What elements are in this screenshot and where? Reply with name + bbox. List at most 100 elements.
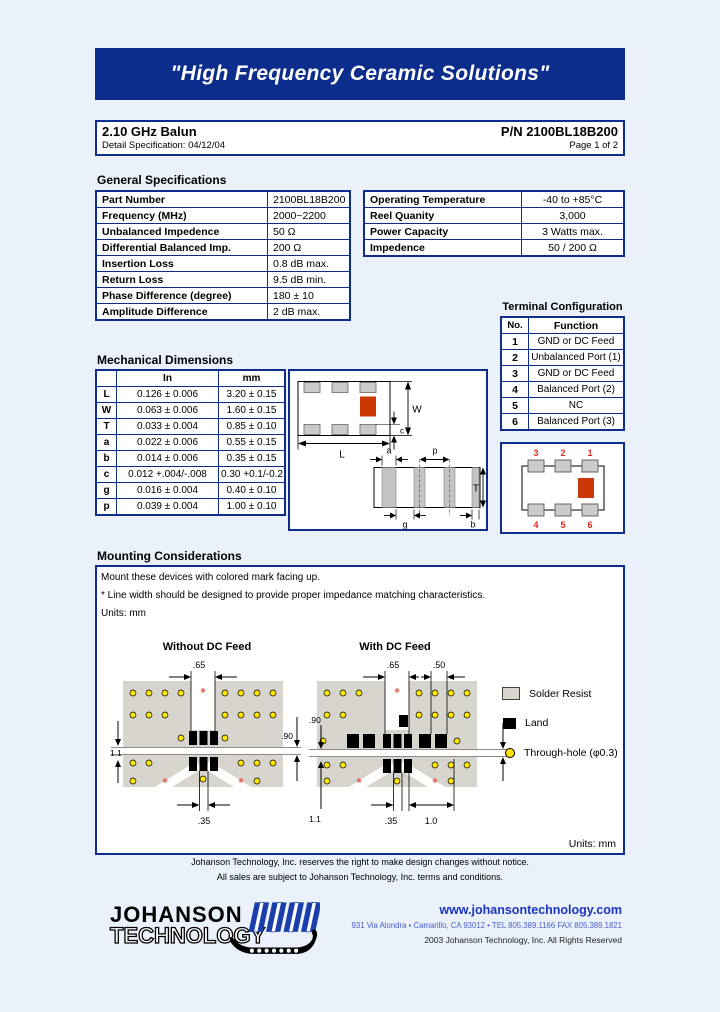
table-row: Differential Balanced Imp. 200 Ω [95,239,351,256]
through-holes [129,689,277,785]
table-row: 5 NC [500,397,625,414]
viking-ship-logo-icon [229,902,320,954]
copyright-notice: 2003 Johanson Technology, Inc. All Right… [424,935,622,945]
table-row: 4 Balanced Port (2) [500,381,625,398]
land-pads [189,731,218,771]
legend-land: Land [503,717,548,729]
table-row: L 0.126 ± 0.006 3.20 ± 0.15 [95,386,286,403]
polarity-mark [578,478,594,498]
without-dc-feed-diagram: * * * .65 .90 1.1 [110,660,301,826]
terminal-pad [303,382,321,393]
dim-with-bottom-left: .35 [385,816,398,826]
terminal-pad [331,424,349,435]
table-row: 3 GND or DC Feed [500,365,625,382]
detail-spec-date: Detail Specification: 04/12/04 [102,140,226,151]
slogan-banner: "High Frequency Ceramic Solutions" [95,48,625,100]
title-box: 2.10 GHz Balun P/N 2100BL18B200 Detail S… [95,120,625,156]
svg-text:*: * [394,685,400,700]
svg-text:*: * [162,775,168,790]
land-pads [347,715,447,773]
dim-label-c: c [400,427,404,436]
dim-label-L: L [339,450,345,461]
pin-number: 6 [587,520,592,530]
units-note: Units: mm [568,838,616,850]
mechanical-dimensions-table: In mm L 0.126 ± 0.006 3.20 ± 0.15 W 0.063 ± … [95,369,286,516]
table-row: W 0.063 ± 0.006 1.60 ± 0.15 [95,402,286,419]
table-row: Reel Quanity 3,000 [363,207,625,224]
table-row: Part Number 2100BL18B200 [95,190,351,208]
table-row: Frequency (MHz) 2000~2200 [95,207,351,224]
pin-number: 3 [533,448,538,458]
logo-text-johanson: JOHANSON [110,902,243,927]
terminal-pad [554,503,572,517]
table-row: Operating Temperature -40 to +85°C [363,190,625,208]
product-title: 2.10 GHz Balun [102,124,197,139]
svg-text:*: * [238,775,244,790]
table-row: Amplitude Difference 2 dB max. [95,303,351,321]
mechanical-diagram: W c L a [297,381,486,530]
pin-number: 2 [560,448,565,458]
dim-with-left: .90 [309,715,321,725]
legend-label: Solder Resist [529,687,592,700]
slogan-text: "High Frequency Ceramic Solutions" [170,62,550,85]
terminal-config-table: No. Function 1 GND or DC Feed 2 Unbalanced … [500,316,625,431]
mounting-note-1: Mount these devices with colored mark fa… [101,572,320,583]
mark-asterisks: * * * [356,685,438,790]
legend-through-hole: Through-hole (φ0.3) [505,747,618,759]
dim-label-g: g [402,520,407,530]
legend-solder-resist: Solder Resist [502,687,591,700]
polarity-mark [360,396,376,417]
terminal-config-heading: Terminal Configuration [502,301,623,313]
table-row: Return Loss 9.5 dB min. [95,271,351,288]
company-address: 931 Via Alondra • Camarillo, CA 93012 • … [351,921,622,930]
terminal-diagram-box: 3 2 1 4 5 6 [500,442,625,534]
pin-number: 4 [533,520,538,530]
dim-without-left: 1.1 [110,748,122,758]
company-logo: JOHANSON TECHNOLOGY [109,902,330,948]
website-link[interactable]: www.johansontechnology.com [439,903,622,917]
table-row: Impedence 50 / 200 Ω [363,239,625,257]
table-row: T 0.033 ± 0.004 0.85 ± 0.10 [95,418,286,435]
dim-with-top-left: .65 [387,660,400,670]
with-dc-feed-title: With DC Feed [359,641,431,653]
table-row: a 0.022 ± 0.006 0.55 ± 0.15 [95,434,286,451]
table-row: No. Function [500,316,625,334]
table-row: Power Capacity 3 Watts max. [363,223,625,240]
terminal-diagram: 3 2 1 4 5 6 [521,448,605,530]
dim-without-top: .65 [193,660,206,670]
logo-text-technology: TECHNOLOGY [109,923,266,948]
mounting-note-2: * Line width should be designed to provi… [101,590,486,601]
svg-text:*: * [432,775,438,790]
table-row: In mm [95,369,286,387]
mounting-box: Mount these devices with colored mark fa… [95,565,625,855]
dim-with-left-bottom: 1.1 [309,814,321,824]
dim-label-a: a [386,446,391,456]
terminal-pad [527,459,545,473]
through-holes [319,689,471,785]
table-row: Phase Difference (degree) 180 ± 10 [95,287,351,304]
general-specs-table: Part Number 2100BL18B200 Frequency (MHz) 2… [95,190,351,321]
terminal-pad [303,424,321,435]
terminal-pad [359,424,377,435]
mark-asterisks: * * * [162,685,244,790]
dim-without-bottom: .35 [198,816,211,826]
table-row: p 0.039 ± 0.004 1.00 ± 0.10 [95,498,286,516]
pin-number: 1 [587,448,592,458]
without-dc-feed-title: Without DC Feed [162,641,252,653]
dim-with-top-right: .50 [433,660,446,670]
terminal-pad [359,382,377,393]
terminal-pad [581,503,599,517]
dim-label-b: b [470,520,475,530]
terminal-pad [331,382,349,393]
dim-label-p: p [432,446,437,456]
disclaimer-line-2: All sales are subject to Johanson Techno… [216,872,504,882]
legend-label: Land [525,717,549,729]
disclaimer-line-1: Johanson Technology, Inc. reserves the r… [191,857,529,867]
table-row: 6 Balanced Port (3) [500,413,625,431]
with-dc-feed-diagram: * * * .65 .50 .90 [309,660,509,826]
svg-text:*: * [356,775,362,790]
general-specs-heading: General Specifications [97,173,227,187]
table-row: Insertion Loss 0.8 dB max. [95,255,351,272]
pin-number: 5 [560,520,565,530]
